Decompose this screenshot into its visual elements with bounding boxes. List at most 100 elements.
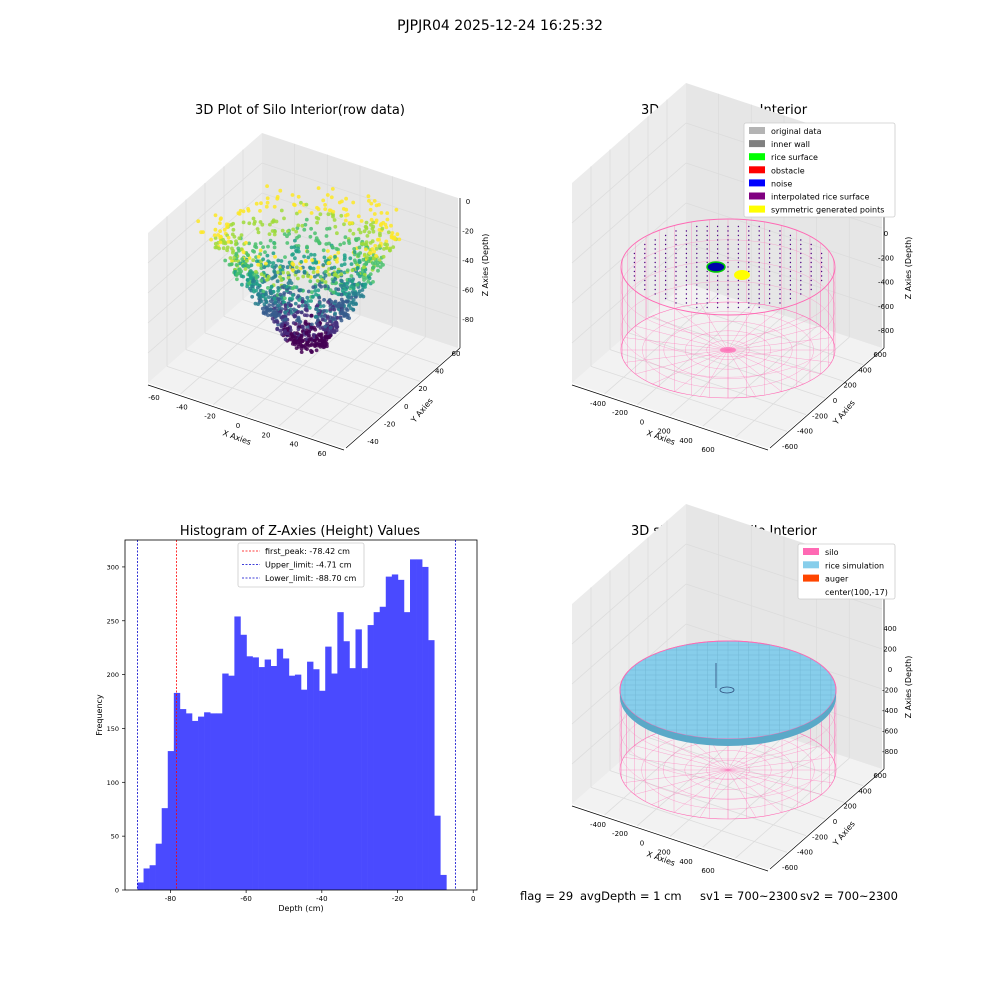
raw-data-point <box>302 254 306 259</box>
histogram-bar <box>294 674 302 890</box>
classify-surface-point <box>675 288 677 291</box>
classify-y-tick: 200 <box>843 382 856 390</box>
raw-data-point <box>316 240 321 244</box>
raw-data-point <box>294 229 299 234</box>
classify-surface-point <box>633 279 636 282</box>
simulation-silo-bottom-spoke <box>727 769 822 795</box>
raw-data-point <box>343 255 347 260</box>
raw-data-point <box>231 227 236 232</box>
classify-surface-point <box>685 284 688 286</box>
classify-surface-point <box>789 248 792 250</box>
raw-data-point <box>339 272 344 277</box>
classify-surface-point <box>654 275 656 277</box>
raw-data-point <box>264 204 269 209</box>
raw-data-point <box>337 301 342 306</box>
simulation-y-tick: 400 <box>858 787 871 795</box>
raw-data-point <box>309 211 314 215</box>
raw-data-point <box>302 313 307 317</box>
classify-surface-point <box>789 239 792 241</box>
classify-surface-point <box>727 275 729 277</box>
raw-data-point <box>343 235 348 240</box>
classify-surface-point <box>675 275 677 277</box>
classify-surface-point <box>758 284 760 286</box>
raw-data-point <box>348 256 353 261</box>
raw-data-point <box>316 272 320 277</box>
classify-legend-swatch <box>749 192 765 200</box>
x-axis-line <box>571 805 769 872</box>
raw-data-point <box>296 269 301 274</box>
classify-surface-point <box>716 257 719 259</box>
classify-surface-point <box>800 257 802 259</box>
classify-z-tick: -600 <box>878 303 894 311</box>
histogram-legend-label: Upper_limit: -4.71 cm <box>265 561 352 570</box>
raw-data-point <box>296 194 301 199</box>
classify-surface-point <box>696 234 698 237</box>
classify-surface-point <box>758 239 760 241</box>
raw-data-point <box>276 297 281 301</box>
simulation-y-tick: -400 <box>797 849 813 857</box>
raw-data-point <box>239 247 244 252</box>
floor-grid-line <box>590 365 788 432</box>
classify-surface-point <box>664 293 667 295</box>
raw-data-point <box>347 292 352 297</box>
raw-data-point <box>368 256 373 261</box>
raw-z-label: Z Axies (Depth) <box>481 234 490 297</box>
raw-data-point <box>256 302 260 306</box>
raw-data-point <box>273 254 277 259</box>
raw-data-point <box>252 289 256 294</box>
classify-surface-point <box>727 306 729 309</box>
classify-surface-point <box>789 270 792 273</box>
raw-data-point <box>342 283 347 288</box>
raw-z-tick: 0 <box>466 198 470 206</box>
raw-data-point <box>269 291 274 296</box>
classify-surface-point <box>748 266 750 268</box>
raw-data-point <box>320 278 324 282</box>
classify-plot-legend: original data inner wall rice surface obsta… <box>743 122 896 218</box>
raw-data-point <box>314 215 319 220</box>
raw-data-point <box>386 230 391 235</box>
classify-plot-axes-box <box>571 83 885 451</box>
raw-data-point <box>219 235 223 240</box>
raw-data-point <box>352 250 357 255</box>
raw-data-point <box>367 230 372 235</box>
raw-data-point <box>300 339 305 344</box>
raw-data-point <box>314 348 319 353</box>
simulation-x-tick: 400 <box>679 858 692 866</box>
raw-data-point <box>319 284 323 289</box>
raw-data-point <box>301 274 306 279</box>
classify-surface-point <box>758 248 760 250</box>
histogram-bar <box>349 668 356 890</box>
raw-data-point <box>291 227 296 232</box>
raw-data-point <box>279 259 284 263</box>
histogram-bar <box>282 658 290 890</box>
classify-z-label: Z Axies (Depth) <box>904 237 913 300</box>
footer-avg-depth: avgDepth = 1 cm <box>580 889 682 903</box>
raw-data-point <box>346 239 351 243</box>
raw-data-point <box>271 218 276 223</box>
histogram-bar <box>331 673 338 890</box>
raw-data-point <box>254 269 258 274</box>
histogram-bar <box>270 666 278 890</box>
floor-grid-line <box>223 315 421 382</box>
classify-surface-point <box>779 230 781 232</box>
histogram-x-tick-label: 0 <box>471 895 475 903</box>
simulation-legend-swatch <box>803 574 819 582</box>
classify-legend-label: rice surface <box>771 153 818 162</box>
classify-surface-point <box>685 279 688 282</box>
classify-surface-point <box>727 288 729 291</box>
classify-surface-point <box>810 248 812 250</box>
raw-data-point <box>272 204 277 209</box>
raw-data-point <box>348 228 352 233</box>
classify-surface-point <box>789 252 792 255</box>
classify-surface-point <box>800 252 802 255</box>
raw-data-point <box>235 277 239 282</box>
simulation-x-tick: 600 <box>701 867 714 875</box>
simulation-z-tick: -200 <box>882 687 898 695</box>
raw-data-point <box>288 291 293 295</box>
histogram-bar <box>288 675 296 890</box>
classify-surface-point <box>810 284 812 286</box>
classify-surface-point <box>789 234 792 237</box>
raw-data-point <box>266 313 270 317</box>
raw-data-point <box>322 298 326 302</box>
